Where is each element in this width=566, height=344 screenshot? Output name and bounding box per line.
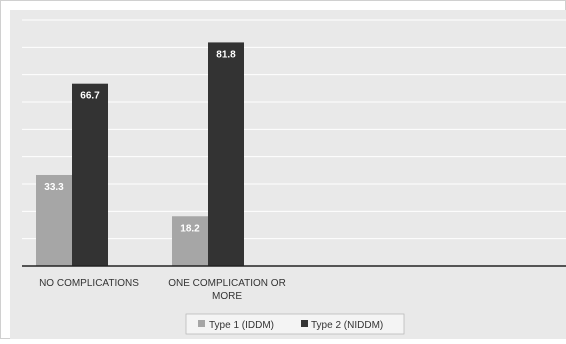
data-label-type2: 66.7 bbox=[80, 91, 100, 102]
bar-type1 bbox=[172, 216, 208, 266]
gridlines bbox=[22, 19, 566, 240]
legend-swatch-type1 bbox=[198, 320, 205, 327]
legend-label-type1: Type 1 (IDDM) bbox=[209, 320, 274, 331]
legend: Type 1 (IDDM) Type 2 (NIDDM) bbox=[185, 313, 405, 335]
bar-type2 bbox=[72, 83, 108, 266]
category-label: NO COMPLICATIONS bbox=[39, 278, 139, 289]
bar-type1 bbox=[36, 174, 72, 266]
data-label-type1: 33.3 bbox=[44, 182, 64, 193]
legend-label-type2: Type 2 (NIDDM) bbox=[311, 320, 383, 331]
category-labels: NO COMPLICATIONS ONE COMPLICATION OR MORE bbox=[39, 278, 286, 302]
category-label: MORE bbox=[212, 291, 242, 302]
bars bbox=[36, 42, 244, 267]
category-label: ONE COMPLICATION OR bbox=[168, 278, 286, 289]
data-labels: 33.3 66.7 18.2 81.8 bbox=[44, 49, 236, 234]
legend-swatch-type2 bbox=[301, 320, 308, 327]
bar-type2 bbox=[208, 42, 244, 267]
legend-box bbox=[185, 313, 405, 335]
data-label-type1: 18.2 bbox=[180, 223, 200, 234]
data-label-type2: 81.8 bbox=[216, 49, 236, 60]
